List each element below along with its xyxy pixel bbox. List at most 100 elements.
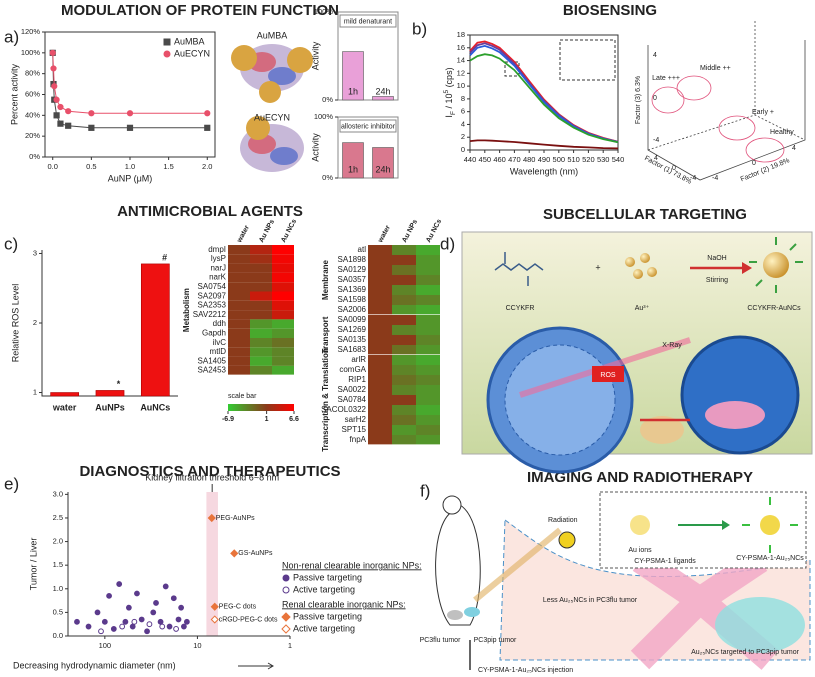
heatmap-cell [392,265,416,275]
column-label: Au NPs [401,218,419,243]
heatmap-cell [228,300,250,311]
heatmap-cell [392,395,416,405]
heatmap-cell [272,328,294,338]
x-axis-label: AuNP (μM) [108,173,153,183]
y-tick-label: 100% [21,48,41,57]
heatmap-cell [392,245,416,255]
heatmap-cell [416,375,440,385]
axis-tick-label: -4 [653,137,659,144]
data-point [53,96,60,103]
heatmap-cell [368,295,392,305]
panel-title: BIOSENSING [563,2,657,19]
heatmap-cell [368,285,392,295]
diagram-label: Au³⁺ [635,305,650,312]
panel-title: IMAGING AND RADIOTHERAPY [527,469,753,486]
y-axis-label-part: F [450,111,457,115]
diagram-label: Au ions [628,547,652,554]
data-point [126,124,134,131]
heatmap-cell [392,425,416,435]
heatmap-cell [416,435,440,445]
chart-title: allosteric inhibitor [341,123,396,130]
heatmap-cell [228,365,250,376]
heatmap-cell [416,365,440,375]
diagram-label: PC3pip tumor [474,637,517,644]
protein-label: AuECYN [254,112,290,122]
heatmap-cell [368,265,392,275]
heatmap-cell [416,415,440,425]
heatmap-cell [272,263,294,273]
x-axis-label: Decreasing hydrodynamic diameter (nm) [13,660,176,670]
row-label: narJ [210,263,226,272]
heatmap-cell [250,356,272,366]
diagram-label: CY-PSMA-1 ligands [634,558,696,565]
chart-title: mild denaturant [344,18,392,25]
series-line [469,44,619,144]
scale-tick-label: 6.6 [289,416,299,423]
x-tick-label: 450 [479,155,492,164]
x-tick-label: 460 [493,155,506,164]
bar-annotation: # [162,252,167,262]
axis-line [67,492,290,637]
heatmap-cell [416,305,440,315]
row-label: lysP [211,254,226,263]
heatmap-cell [250,282,272,292]
x-tick-label: 1.5 [163,162,173,171]
panel-title: ANTIMICROBIAL AGENTS [117,203,303,220]
data-point [53,112,60,119]
scale-tick-label: 1 [265,416,269,423]
heatmap-cell [250,310,272,320]
y-axis-label: Percent activity [9,63,19,125]
x-tick-label: 24h [375,86,390,96]
data-point [159,623,166,630]
heatmap-cell [392,315,416,325]
row-label: narK [209,273,227,282]
heatmap-cell [392,255,416,265]
group-label: Transport [321,316,330,353]
cluster-label: Healthy [770,129,794,136]
data-point [119,623,126,630]
scale-tick-label: -6.9 [222,416,234,423]
row-label: SA0754 [198,282,227,291]
x-tick-label: 530 [597,155,610,164]
data-point [166,623,173,630]
heatmap-cell [416,275,440,285]
heatmap-cell [416,395,440,405]
x-tick-label: 510 [567,155,580,164]
panel-title: MODULATION OF PROTEIN FUNCTION [61,2,339,19]
heatmap-cell [228,263,250,273]
protein-label: AuMBA [257,30,288,40]
point-label: cRGD-PEG-C dots [219,616,278,623]
heatmap-cell [272,338,294,348]
heatmap-cell [392,365,416,375]
y-tick-label: 2.5 [53,513,63,522]
row-label: comGA [339,365,366,374]
row-label: SA1269 [338,325,367,334]
data-point [230,549,239,558]
plot-frame [337,116,399,179]
heatmap-cell [392,275,416,285]
x-tick-label: AuNPs [95,402,125,412]
chart-title-box [339,14,397,28]
y-tick-label: 8 [461,94,465,103]
heatmap-cell [392,405,416,415]
data-point [122,618,129,625]
heatmap-cell [416,295,440,305]
data-point [88,110,95,117]
heatmap-cell [272,291,294,301]
heatmap-cell [368,405,392,415]
data-point [150,609,157,616]
heatmap-cell [416,335,440,345]
y-tick-label: 40% [25,110,40,119]
heatmap-cell [416,255,440,265]
diagram-label: Less Au₂₅NCs in PC3flu tumor [543,597,638,604]
data-point [88,124,95,131]
targeting-diagram [461,231,813,474]
data-point [144,628,150,635]
diagram-label: PC3flu tumor [420,637,462,644]
heatmap-cell [392,335,416,345]
legend-marker [282,574,290,582]
legend-marker [282,586,290,594]
diagram-label: CCYKFR [506,305,535,312]
x-tick-label: 1h [348,86,358,96]
heatmap-cell [228,291,250,301]
